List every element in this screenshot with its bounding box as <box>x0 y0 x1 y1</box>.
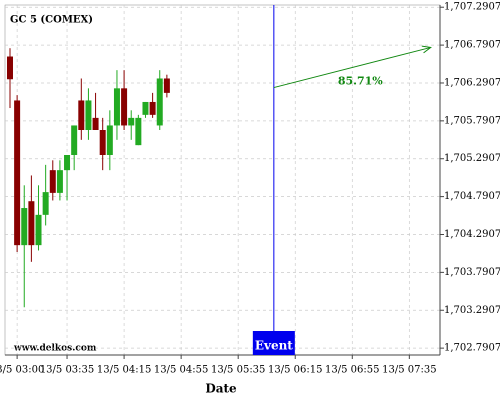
y-tick-label: 1,707.2907 <box>444 2 500 13</box>
candle-body <box>121 88 128 126</box>
candle-body <box>135 117 142 146</box>
candle-body <box>21 208 28 246</box>
candle-body <box>113 88 120 126</box>
candle-body <box>35 214 42 246</box>
x-tick-label: 13/5 05:35 <box>211 365 265 376</box>
y-tick-label: 1,704.2907 <box>444 229 500 240</box>
candle-body <box>106 125 113 155</box>
y-tick-label: 1,705.2907 <box>444 153 500 164</box>
candle-body <box>49 170 56 193</box>
x-tick-label: 13/5 06:55 <box>325 365 379 376</box>
watermark: www.delkos.com <box>13 344 97 354</box>
candle-body <box>99 130 106 155</box>
candle-body <box>14 100 21 246</box>
candle-body <box>78 100 85 130</box>
event-box <box>252 331 295 355</box>
y-tick-label: 1,706.7907 <box>444 40 500 51</box>
x-axis-label: Date <box>205 382 237 396</box>
event-label: Event <box>255 339 293 353</box>
candle-body <box>64 155 71 171</box>
arrow-head <box>421 45 432 54</box>
y-tick-label: 1,705.7907 <box>444 115 500 126</box>
y-tick-label: 1,703.7907 <box>444 267 500 278</box>
candle-body <box>56 170 63 193</box>
forecast-label: 85.71% <box>338 75 383 88</box>
x-tick-label: 13/5 04:55 <box>154 365 208 376</box>
forecast-arrow <box>273 46 431 89</box>
y-tick-label: 1,706.2907 <box>444 77 500 88</box>
candle-body <box>85 100 92 130</box>
candle-body <box>71 125 78 155</box>
y-tick-label: 1,703.2907 <box>444 305 500 316</box>
candle-body <box>128 117 135 126</box>
y-tick-label: 1,702.7907 <box>444 343 500 354</box>
candle-body <box>92 117 99 130</box>
x-tick-label: 13/5 03:35 <box>40 365 94 376</box>
candle-body <box>6 56 13 80</box>
x-tick-label: 13/5 06:15 <box>268 365 322 376</box>
candle-body <box>28 201 35 246</box>
candle-body <box>149 101 156 115</box>
candle-body <box>156 78 163 126</box>
x-tick-label: 13/5 03:00 <box>0 365 44 376</box>
candle-body <box>163 78 170 93</box>
chart-title: GC 5 (COMEX) <box>10 15 93 26</box>
candle-body <box>142 101 149 115</box>
x-tick-label: 13/5 04:15 <box>97 365 151 376</box>
y-tick-label: 1,704.7907 <box>444 191 500 202</box>
x-tick-label: 13/5 07:35 <box>382 365 436 376</box>
candle-body <box>42 192 49 215</box>
